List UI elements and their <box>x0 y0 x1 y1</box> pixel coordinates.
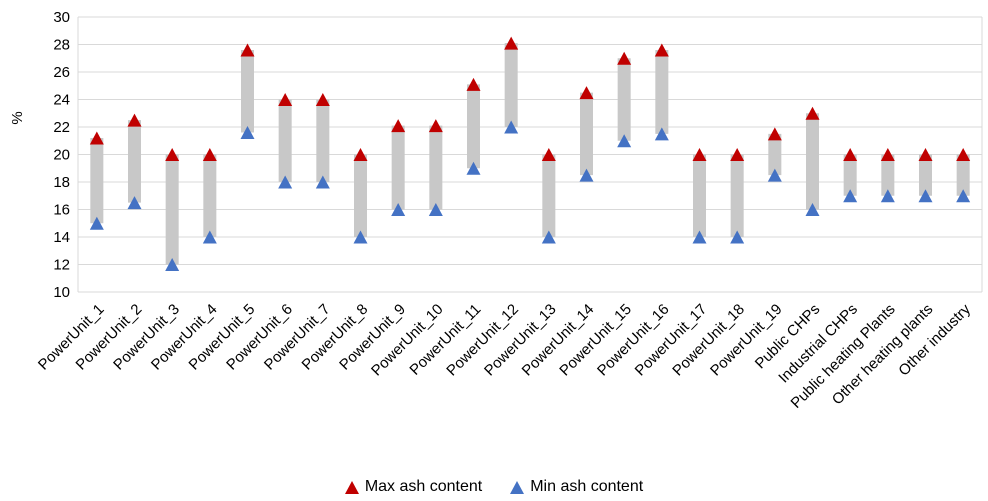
range-bar <box>90 138 104 224</box>
y-tick-label: 22 <box>53 119 70 136</box>
min-marker <box>466 161 481 175</box>
range-bar <box>316 99 330 182</box>
range-bar <box>354 154 367 237</box>
max-marker <box>278 93 293 106</box>
y-tick-label: 26 <box>53 64 70 81</box>
min-marker <box>767 168 782 182</box>
max-marker <box>202 148 217 161</box>
gridlines <box>77 16 983 293</box>
min-marker <box>391 203 406 216</box>
y-axis-ticks: 10 12 14 16 18 20 22 24 26 28 30 <box>53 9 70 301</box>
min-marker <box>428 203 443 216</box>
max-marker <box>391 119 406 133</box>
max-marker <box>428 119 443 133</box>
y-tick-label: 12 <box>53 257 70 274</box>
range-bar <box>956 154 970 196</box>
max-marker <box>730 148 745 161</box>
max-marker <box>240 43 255 57</box>
max-marker <box>466 77 481 91</box>
max-marker <box>315 93 330 106</box>
min-marker <box>579 168 594 182</box>
y-tick-label: 24 <box>53 92 70 109</box>
min-marker <box>202 230 217 244</box>
max-marker <box>504 36 519 50</box>
range-bar <box>881 154 895 196</box>
min-marker <box>918 189 933 203</box>
min-marker <box>730 230 745 244</box>
max-triangle-icon <box>344 480 359 494</box>
min-marker <box>654 127 669 141</box>
min-marker <box>89 216 104 230</box>
range-bar <box>730 154 744 237</box>
range-bar <box>919 154 932 196</box>
min-marker <box>692 230 707 244</box>
max-marker <box>541 148 556 161</box>
range-bar <box>542 154 556 237</box>
legend: Max ash content Min ash content <box>0 478 988 496</box>
max-marker <box>579 86 594 100</box>
max-marker <box>89 131 104 145</box>
min-marker <box>315 175 330 189</box>
min-marker <box>805 203 820 216</box>
max-marker <box>617 51 632 65</box>
max-marker <box>353 148 368 161</box>
max-marker <box>805 106 820 120</box>
max-marker <box>692 148 707 161</box>
range-bar <box>843 154 857 196</box>
range-bar <box>504 43 518 127</box>
max-marker <box>880 148 895 161</box>
range-bar <box>693 154 706 237</box>
range-bar <box>391 125 405 210</box>
range-bar <box>429 125 443 210</box>
legend-item-max: Max ash content <box>344 478 483 496</box>
y-tick-label: 28 <box>53 37 70 54</box>
min-marker <box>541 230 556 244</box>
y-tick-label: 18 <box>53 174 70 191</box>
min-marker <box>956 189 971 203</box>
min-marker <box>278 175 293 189</box>
max-marker <box>767 127 782 141</box>
min-marker <box>880 189 895 203</box>
range-bar <box>806 113 819 210</box>
legend-item-min: Min ash content <box>510 478 643 496</box>
max-marker <box>918 148 933 161</box>
y-axis-label: % <box>9 111 26 124</box>
min-triangle-icon <box>510 480 525 494</box>
y-tick-label: 16 <box>53 202 70 219</box>
range-bar <box>128 120 141 203</box>
range-bar <box>580 92 593 176</box>
range-bar <box>241 50 254 133</box>
x-axis-ticks: PowerUnit_1PowerUnit_2PowerUnit_3PowerUn… <box>35 300 974 411</box>
min-marker <box>504 120 519 134</box>
range-bar <box>203 154 217 237</box>
range-bar <box>768 133 782 176</box>
legend-label-max: Max ash content <box>364 478 483 495</box>
y-tick-label: 10 <box>53 284 70 301</box>
markers <box>89 36 971 271</box>
max-marker <box>843 148 858 161</box>
min-marker <box>165 258 180 271</box>
max-marker <box>165 148 180 161</box>
min-marker <box>127 196 142 210</box>
range-bar <box>617 58 631 141</box>
range-bars <box>90 43 970 265</box>
y-tick-label: 30 <box>53 9 70 26</box>
max-marker <box>654 43 669 57</box>
y-tick-label: 20 <box>53 147 70 164</box>
min-marker <box>240 126 255 139</box>
min-marker <box>617 134 632 148</box>
range-bar <box>467 84 480 169</box>
max-marker <box>127 113 142 127</box>
y-tick-label: 14 <box>53 229 70 246</box>
max-marker <box>956 148 971 161</box>
min-marker <box>843 189 858 203</box>
range-bar <box>278 99 292 182</box>
range-bar <box>165 154 179 265</box>
min-marker <box>353 230 368 244</box>
range-bar <box>655 50 669 134</box>
legend-label-min: Min ash content <box>530 478 644 495</box>
